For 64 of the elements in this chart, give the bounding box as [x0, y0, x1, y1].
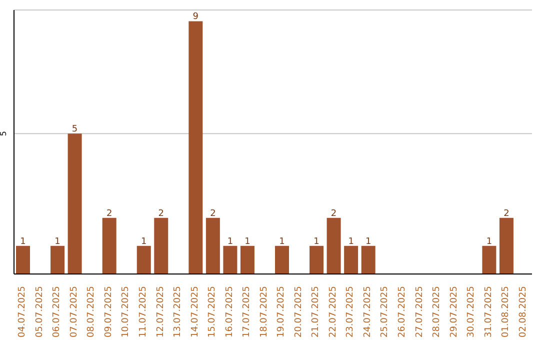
bar [482, 246, 496, 274]
x-tick-label: 25.07.2025 [380, 286, 390, 338]
data-label: 1 [486, 236, 492, 247]
x-tick-label: 08.07.2025 [86, 286, 97, 338]
data-label: 2 [330, 208, 337, 219]
x-tick-label: 07.07.2025 [69, 286, 80, 338]
x-tick-label: 02.08.2025 [518, 286, 528, 338]
bar [154, 218, 168, 274]
data-label: 1 [314, 236, 320, 247]
bar [361, 246, 376, 274]
x-tick-label: 05.07.2025 [34, 286, 45, 338]
x-tick-label: 29.07.2025 [449, 286, 460, 338]
x-tick-label: 27.07.2025 [414, 286, 425, 338]
x-tick-label: 11.07.2025 [138, 286, 148, 338]
bar [344, 246, 358, 274]
bar [68, 134, 82, 274]
x-tick-label: 06.07.2025 [52, 286, 62, 338]
bar [499, 218, 514, 274]
data-label: 5 [72, 124, 78, 135]
bar [240, 246, 254, 274]
data-label: 1 [20, 236, 26, 247]
x-tick-label: 18.07.2025 [259, 286, 270, 338]
bar [206, 218, 220, 274]
data-label: 2 [504, 208, 510, 219]
data-label: 1 [244, 236, 250, 247]
x-tick-label: 04.07.2025 [18, 286, 28, 338]
data-label: 2 [210, 208, 216, 219]
bar [223, 246, 238, 274]
x-tick-label: 31.07.2025 [484, 286, 494, 338]
bar [16, 246, 30, 274]
x-tick-label: 28.07.2025 [432, 286, 442, 338]
data-label: 1 [348, 236, 354, 247]
x-tick-label: 10.07.2025 [121, 286, 132, 338]
x-tick-label: 23.07.2025 [346, 286, 356, 338]
x-tick-label: 20.07.2025 [294, 286, 304, 338]
x-tick-label: 30.07.2025 [466, 286, 477, 338]
data-label: 1 [141, 236, 147, 247]
bar [275, 246, 289, 274]
x-tick-label: 24.07.2025 [362, 286, 373, 338]
bar [50, 246, 65, 274]
bar [188, 21, 203, 274]
x-tick-label: 01.08.2025 [501, 286, 512, 338]
bar [310, 246, 324, 274]
x-tick-label: 21.07.2025 [311, 286, 322, 338]
x-tick-label: 12.07.2025 [156, 286, 166, 338]
x-tick-label: 22.07.2025 [328, 286, 338, 338]
x-tick-label: 16.07.2025 [224, 286, 235, 338]
x-tick-label: 13.07.2025 [173, 286, 184, 338]
data-label: 1 [365, 236, 372, 247]
bar [102, 218, 116, 274]
x-tick-label: 17.07.2025 [242, 286, 252, 338]
bar [326, 218, 341, 274]
data-label: 1 [54, 236, 60, 247]
data-label: 2 [158, 208, 164, 219]
data-label: 2 [106, 208, 112, 219]
x-tick-label: 26.07.2025 [398, 286, 408, 338]
x-tick-label: 14.07.2025 [190, 286, 200, 338]
data-label: 1 [227, 236, 234, 247]
bar [136, 246, 151, 274]
data-label: 9 [192, 12, 199, 22]
x-tick-label: 09.07.2025 [104, 286, 114, 338]
x-tick-label: 15.07.2025 [208, 286, 218, 338]
data-label: 1 [279, 236, 285, 247]
x-tick-label: 19.07.2025 [276, 286, 287, 338]
